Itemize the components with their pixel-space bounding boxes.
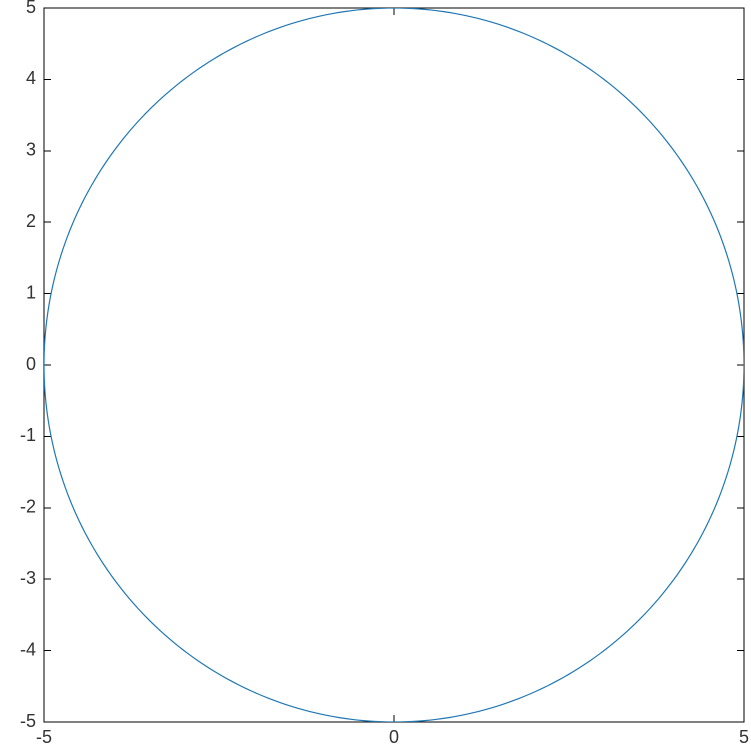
y-tick-label: 2 — [26, 211, 36, 231]
y-tick-label: 1 — [26, 282, 36, 302]
circle-plot: -5 0 5 -5 -4 -3 -2 -1 0 1 2 3 4 5 — [0, 0, 751, 753]
y-tick-label: 0 — [26, 354, 36, 374]
x-tick-label: -5 — [36, 727, 52, 747]
y-tick-label: -4 — [20, 639, 36, 659]
y-tick-label: 5 — [26, 0, 36, 17]
plot-svg: -5 0 5 -5 -4 -3 -2 -1 0 1 2 3 4 5 — [0, 0, 751, 753]
y-tick-label: -3 — [20, 568, 36, 588]
y-tick-label: -1 — [20, 425, 36, 445]
x-tick-label: 0 — [389, 727, 399, 747]
x-tick-label: 5 — [739, 727, 749, 747]
y-tick-label: 3 — [26, 140, 36, 160]
y-tick-label: -2 — [20, 497, 36, 517]
y-tick-label: -5 — [20, 711, 36, 731]
y-tick-label: 4 — [26, 68, 36, 88]
